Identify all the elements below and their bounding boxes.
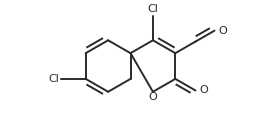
Text: O: O: [149, 92, 157, 102]
Text: Cl: Cl: [148, 4, 158, 14]
Text: O: O: [200, 85, 208, 95]
Text: O: O: [219, 26, 227, 36]
Text: Cl: Cl: [48, 74, 59, 84]
